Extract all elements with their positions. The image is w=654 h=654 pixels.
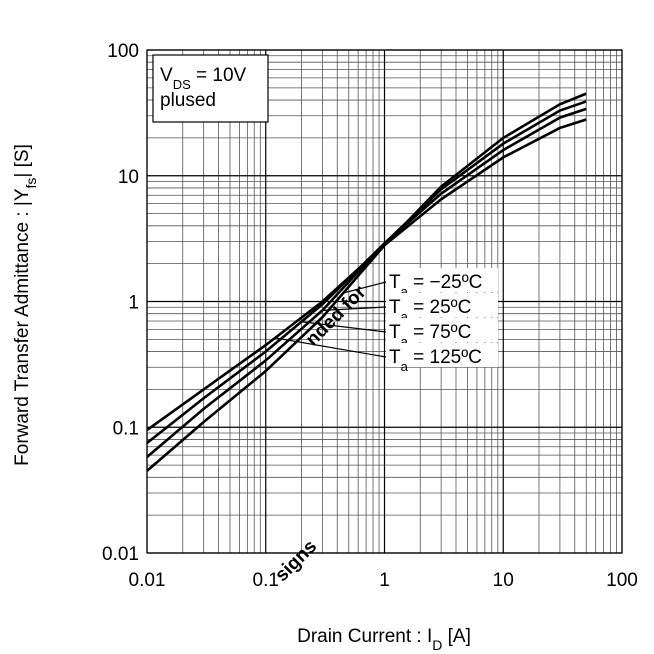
legend-bg xyxy=(386,293,498,317)
text-part: T xyxy=(389,322,401,343)
legend-entry: Ta = −25ºC xyxy=(389,272,482,299)
legend-pointer xyxy=(343,281,387,294)
y-tick-label: 0.1 xyxy=(113,418,139,439)
subscript: D xyxy=(432,637,442,653)
text-part: Drain Current : I xyxy=(297,626,432,647)
text-part: plused xyxy=(160,90,216,111)
x-tick-label: 0.1 xyxy=(253,570,279,591)
plot-frame xyxy=(146,49,623,554)
x-tick-label: 1 xyxy=(379,570,390,591)
x-axis-title: Drain Current : ID [A] xyxy=(297,626,471,653)
y-tick-label: 0.01 xyxy=(102,544,139,565)
text-part: [A] xyxy=(442,626,471,647)
subscript: DS xyxy=(173,77,191,92)
x-tick-label: 10 xyxy=(493,570,514,591)
subscript: a xyxy=(401,334,409,349)
series-line xyxy=(146,107,587,444)
text-part: | [S] xyxy=(12,144,33,177)
legend-bg xyxy=(386,343,498,367)
text-part: Forward Transfer Admittance : |Y xyxy=(12,188,33,466)
y-tick-label: 1 xyxy=(128,293,139,314)
text-part: T xyxy=(389,272,401,293)
legend-pointer xyxy=(322,306,387,311)
text-part: T xyxy=(389,347,401,368)
y-tick-label: 10 xyxy=(118,167,139,188)
y-axis-title: Forward Transfer Admittance : |Yfs| [S] xyxy=(12,144,39,466)
subscript: a xyxy=(401,359,409,374)
subscript: fs xyxy=(23,178,39,189)
text-part: V xyxy=(160,65,173,86)
annotation: plused xyxy=(160,90,216,111)
y-tick-label: 100 xyxy=(107,41,139,62)
watermark: signs xyxy=(271,536,321,586)
text-part: = 25ºC xyxy=(408,297,471,318)
annotation-box xyxy=(152,54,269,123)
legend-pointer xyxy=(275,337,387,358)
text-part: = −25ºC xyxy=(408,272,483,293)
series-line xyxy=(146,118,587,432)
subscript: a xyxy=(401,284,409,299)
legend-bg xyxy=(386,268,498,292)
legend-pointer xyxy=(301,321,387,333)
subscript: a xyxy=(401,309,409,324)
text-part: = 75ºC xyxy=(408,322,471,343)
series-line xyxy=(146,100,587,458)
x-tick-label: 100 xyxy=(606,570,638,591)
legend-bg xyxy=(386,318,498,342)
legend-entry: Ta = 25ºC xyxy=(389,297,471,324)
legend-entry: Ta = 125ºC xyxy=(389,347,482,374)
legend-entry: Ta = 75ºC xyxy=(389,322,471,349)
x-tick-label: 0.01 xyxy=(129,570,166,591)
series-line xyxy=(146,92,587,472)
text-part: = 10V xyxy=(191,65,247,86)
text-part: T xyxy=(389,297,401,318)
text-part: = 125ºC xyxy=(408,347,482,368)
annotation: VDS = 10V xyxy=(160,65,247,92)
